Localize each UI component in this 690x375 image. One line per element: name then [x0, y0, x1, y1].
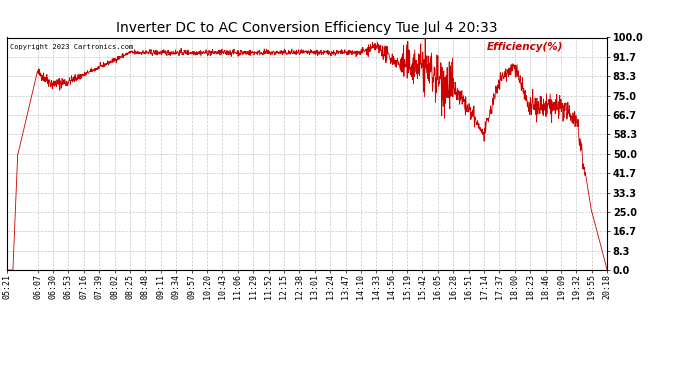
Title: Inverter DC to AC Conversion Efficiency Tue Jul 4 20:33: Inverter DC to AC Conversion Efficiency …: [117, 21, 497, 35]
Text: Efficiency(%): Efficiency(%): [487, 42, 564, 52]
Text: Copyright 2023 Cartronics.com: Copyright 2023 Cartronics.com: [10, 45, 133, 51]
